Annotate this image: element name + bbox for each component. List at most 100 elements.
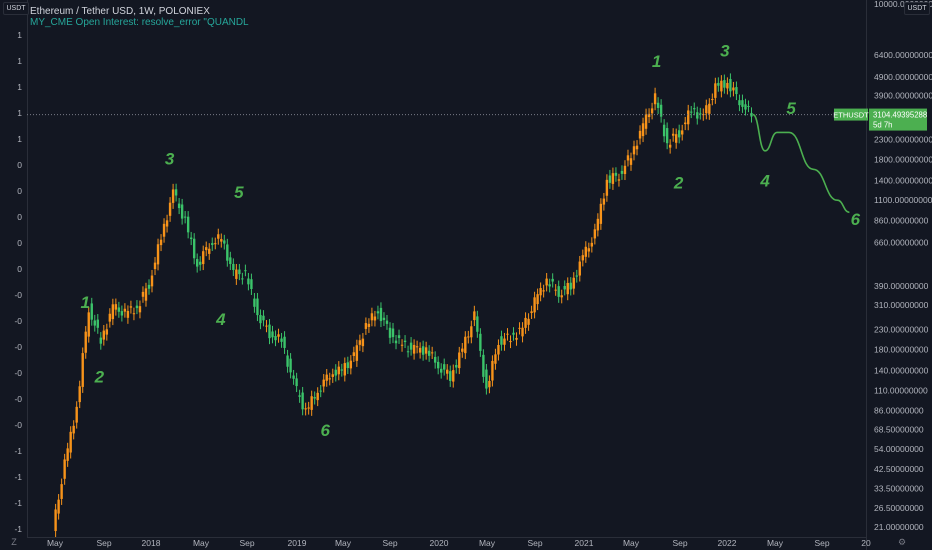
candle-body	[307, 407, 310, 409]
time-axis-label: Sep	[96, 538, 111, 548]
candle-body	[515, 337, 518, 340]
candle-body	[665, 128, 669, 144]
time-axis-label: Sep	[672, 538, 687, 548]
time-axis-label: 2019	[288, 538, 307, 548]
candle-body	[159, 239, 163, 246]
candle-body	[575, 275, 578, 277]
candle-body	[54, 509, 57, 532]
auto-scale-button[interactable]: Z	[11, 537, 17, 547]
candle-body	[238, 269, 241, 275]
candle-body	[90, 303, 93, 320]
candle-body	[578, 261, 581, 276]
candle-body	[283, 336, 286, 348]
right-scale-label: 3900.00000000	[874, 91, 932, 101]
candle-body	[714, 83, 717, 98]
candle-body	[566, 282, 569, 295]
time-axis-label: Sep	[814, 538, 829, 548]
candle-body	[259, 315, 262, 324]
right-scale-label: 1100.00000000	[874, 195, 932, 205]
candle-body	[370, 313, 374, 321]
right-scale-label: 110.00000000	[874, 385, 928, 395]
candle-body	[391, 328, 395, 338]
candle-body	[554, 289, 557, 291]
price-tag-countdown: 5d 7h	[873, 121, 893, 130]
candle-body	[388, 327, 392, 338]
time-axis-label: May	[335, 538, 352, 548]
candle-body	[379, 307, 383, 322]
candle-body	[150, 275, 154, 287]
candle-body	[171, 189, 175, 203]
candle-body	[66, 448, 69, 461]
left-scale-label: 0	[17, 160, 22, 170]
indicator-legend[interactable]: MY_CME Open Interest: resolve_error "QUA…	[30, 17, 249, 28]
left-scale-label: 0	[17, 264, 22, 274]
candle-body	[494, 354, 497, 364]
wave-label: 2	[94, 367, 105, 386]
time-axis-label: May	[767, 538, 784, 548]
candle-body	[723, 80, 726, 88]
candle-body	[277, 334, 280, 337]
candle-body	[572, 277, 575, 289]
time-axis-label: May	[193, 538, 210, 548]
candle-body	[548, 284, 551, 287]
candle-body	[542, 290, 545, 292]
candle-body	[298, 395, 301, 397]
candle-body	[653, 93, 657, 105]
candle-body	[355, 345, 359, 361]
candle-body	[708, 103, 711, 114]
candle-body	[632, 146, 636, 155]
candle-body	[602, 198, 606, 205]
left-scale-label: -0	[14, 368, 22, 378]
candle-body	[168, 202, 172, 216]
left-scale-label: -0	[14, 316, 22, 326]
candle-body	[521, 327, 524, 337]
candle-body	[63, 459, 66, 479]
right-scale-label: 860.00000000	[874, 216, 929, 226]
candle-body	[587, 248, 591, 252]
candle-body	[681, 130, 684, 135]
candle-body	[310, 396, 313, 410]
candle-body	[750, 112, 753, 117]
candle-body	[253, 298, 256, 307]
candle-body	[250, 279, 253, 290]
candle-body	[141, 291, 145, 297]
candle-body	[650, 108, 654, 114]
candle-body	[361, 338, 365, 347]
candle-body	[729, 78, 732, 92]
candle-body	[412, 344, 416, 354]
wave-label: 3	[165, 150, 175, 169]
candle-body	[596, 218, 600, 231]
candle-body	[205, 247, 208, 251]
candle-body	[373, 316, 377, 321]
wave-label: 4	[215, 310, 226, 329]
right-scale-currency-tag[interactable]: USDT	[904, 2, 930, 15]
candle-body	[319, 390, 322, 392]
candle-body	[183, 216, 187, 218]
wave-label: 2	[673, 174, 684, 193]
candle-body	[147, 284, 151, 289]
candle-body	[563, 285, 566, 290]
candle-body	[409, 342, 413, 350]
chart-title: Ethereum / Tether USD, 1W, POLONIEX	[30, 6, 210, 17]
candle-body	[358, 340, 362, 345]
candle-body	[629, 158, 633, 165]
candle-body	[265, 325, 268, 327]
time-axis-label: Sep	[239, 538, 254, 548]
candle-body	[132, 313, 136, 315]
candle-body	[328, 378, 331, 380]
candle-body	[108, 313, 112, 322]
candle-body	[539, 288, 542, 296]
right-scale-label: 660.00000000	[874, 237, 929, 247]
candle-body	[247, 278, 250, 285]
left-scale-label: -1	[14, 446, 22, 456]
left-scale-currency-tag[interactable]: USDT	[3, 2, 29, 15]
left-scale-label: 1	[17, 30, 22, 40]
settings-gear-icon[interactable]: ⚙	[897, 537, 907, 547]
candle-body	[671, 133, 675, 136]
candle-body	[226, 244, 229, 261]
candle-body	[105, 329, 109, 335]
candle-body	[364, 323, 368, 329]
right-scale-label: 310.00000000	[874, 300, 929, 310]
candle-body	[503, 338, 506, 345]
